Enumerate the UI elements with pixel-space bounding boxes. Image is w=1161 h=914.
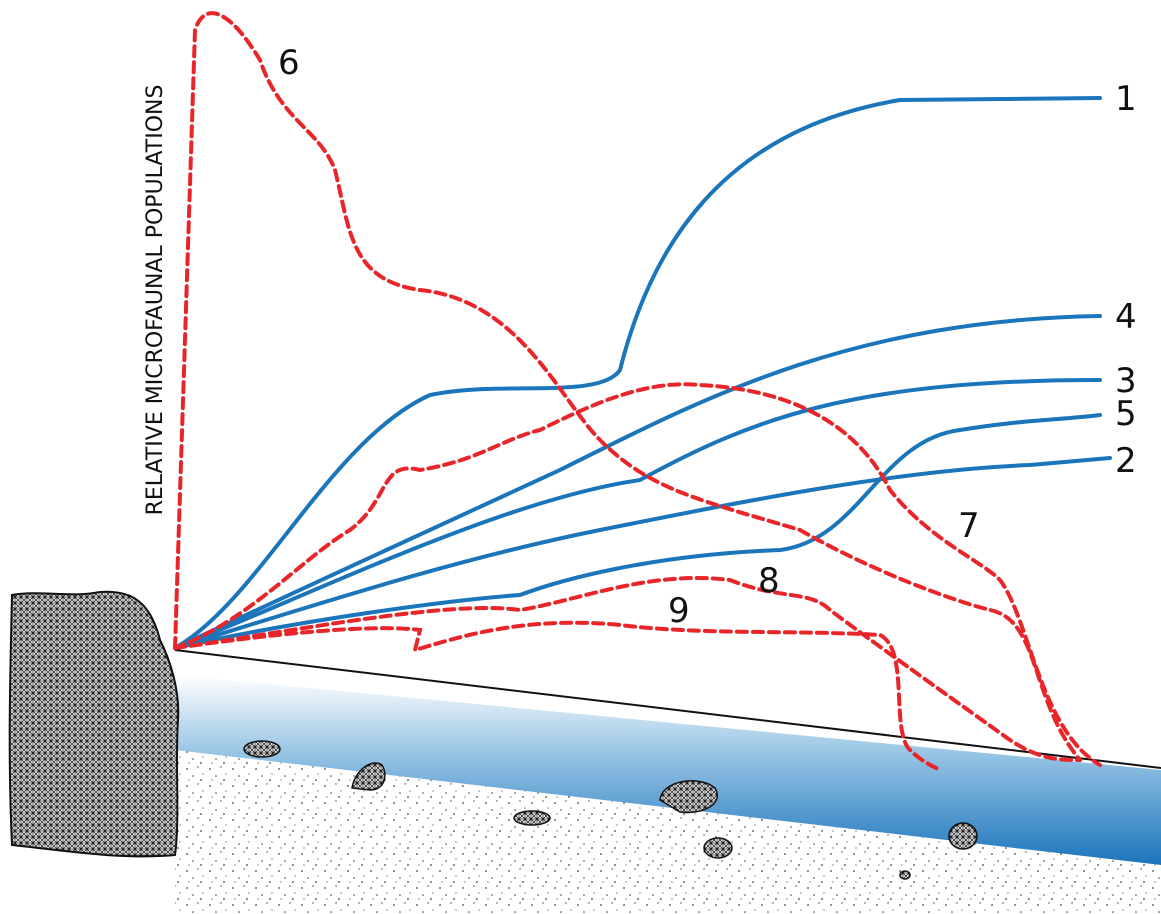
curve-label: 6: [278, 43, 300, 83]
blue-curves: [175, 98, 1110, 648]
diagram: RELATIVE MICROFAUNAL POPULATIONS 1 2 3 4…: [0, 0, 1161, 914]
curve-label: 2: [1115, 441, 1137, 481]
curve-label: 7: [958, 506, 980, 546]
curve-label: 8: [758, 561, 780, 601]
curve-label: 9: [668, 591, 690, 631]
curve-label: 4: [1115, 297, 1137, 337]
curve-label: 5: [1115, 394, 1137, 434]
axis-label: RELATIVE MICROFAUNAL POPULATIONS: [143, 85, 168, 516]
page: {"axis_label": "RELATIVE MICROFAUNAL POP…: [0, 0, 1161, 914]
red-curves: [175, 13, 1100, 770]
rock: [10, 592, 179, 857]
curve-label: 1: [1115, 79, 1137, 119]
